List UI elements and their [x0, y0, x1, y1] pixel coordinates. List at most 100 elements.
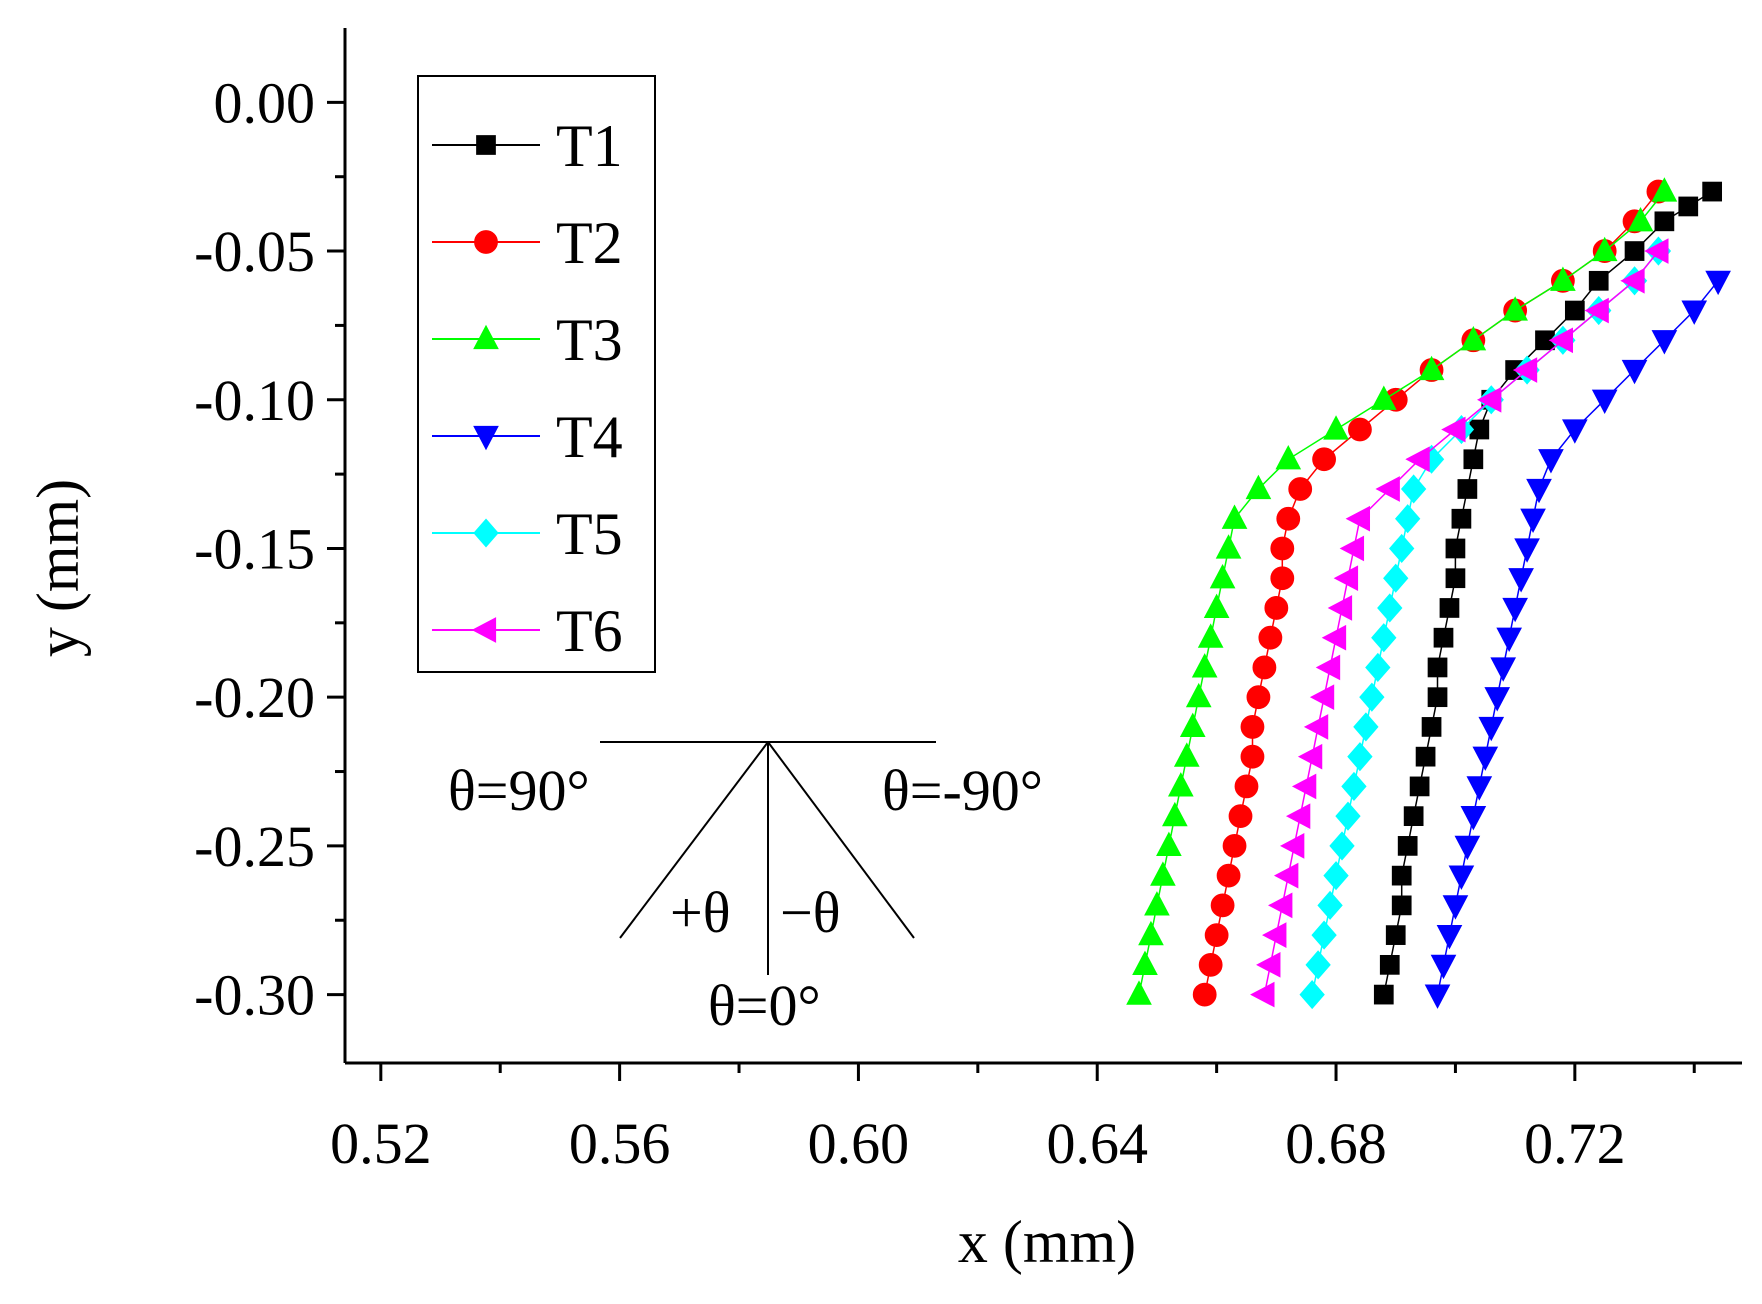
data-point-T5	[1353, 712, 1379, 742]
data-point-T6	[1512, 357, 1538, 383]
x-axis-title: x (mm)	[958, 1209, 1136, 1275]
data-point-T6	[1584, 297, 1609, 324]
data-point-T3	[1418, 355, 1445, 381]
data-point-T3	[1460, 326, 1487, 351]
data-point-T6	[1262, 922, 1287, 948]
data-point-T6	[1273, 862, 1299, 889]
data-point-T1	[1445, 538, 1466, 559]
data-point-T6	[1476, 386, 1502, 413]
data-point-T2	[1234, 774, 1259, 799]
data-point-T6	[1291, 773, 1317, 800]
data-point-T4	[1520, 508, 1546, 534]
data-point-T4	[1472, 746, 1499, 771]
data-point-T5	[1311, 920, 1337, 950]
series-line-T3	[1138, 191, 1665, 995]
data-point-T6	[1333, 565, 1359, 592]
data-point-T5	[1365, 652, 1391, 683]
data-point-T4	[1478, 716, 1505, 742]
y-tick-label: -0.15	[194, 516, 315, 581]
series-line-T4	[1436, 280, 1719, 995]
data-point-T3	[1502, 296, 1528, 321]
data-point-T3	[1167, 772, 1194, 797]
data-point-T2	[1270, 566, 1295, 591]
data-point-T6	[1620, 267, 1645, 294]
data-point-T1	[1427, 657, 1448, 678]
data-point-T2	[1288, 477, 1313, 501]
data-point-T2	[1258, 625, 1283, 650]
data-point-T4	[1442, 895, 1469, 920]
data-point-T4	[1514, 538, 1540, 563]
x-tick-label: 0.64	[1046, 1111, 1148, 1176]
series-T3	[1126, 177, 1678, 1005]
data-point-T5	[1359, 682, 1385, 712]
data-point-T6	[1309, 684, 1335, 711]
data-point-T1	[1463, 449, 1484, 470]
label-theta-neg90: θ=-90°	[882, 758, 1043, 823]
legend-label-T3: T3	[556, 307, 623, 373]
data-point-T3	[1591, 236, 1618, 262]
data-point-T3	[1156, 831, 1182, 856]
data-point-T3	[1651, 177, 1678, 202]
data-point-T1	[1702, 181, 1723, 202]
inset-left-line	[619, 741, 769, 939]
data-point-T2	[1270, 536, 1295, 561]
data-point-T6	[1405, 446, 1430, 473]
label-theta-zero: θ=0°	[708, 973, 821, 1038]
data-point-T2	[1348, 417, 1372, 442]
legend-marker-T1	[476, 135, 496, 155]
data-point-T6	[1279, 833, 1305, 859]
data-point-T3	[1185, 682, 1212, 708]
y-ticks: 0.00 -0.05 -0.10 -0.15 -0.20 -0.25 -0.30	[194, 70, 345, 1028]
data-point-T4	[1436, 925, 1463, 950]
y-tick-label: -0.25	[194, 814, 315, 879]
angle-inset-diagram: θ=90° θ=-90° +θ −θ θ=0°	[448, 741, 1043, 1038]
label-plus-theta: +θ	[670, 880, 731, 945]
data-point-T3	[1126, 980, 1152, 1005]
x-tick-label: 0.56	[569, 1111, 671, 1176]
data-point-T6	[1297, 743, 1323, 770]
data-point-T1	[1654, 211, 1675, 232]
data-point-T1	[1379, 954, 1400, 975]
legend-marker-T3	[473, 324, 499, 350]
y-axis-title: y (mm)	[25, 479, 91, 657]
data-point-T4	[1454, 835, 1481, 861]
label-theta-pos90: θ=90°	[448, 758, 590, 823]
data-point-T5	[1383, 563, 1409, 593]
y-tick-label: 0.00	[214, 70, 316, 135]
data-point-T6	[1268, 892, 1293, 919]
y-tick-label: -0.30	[194, 963, 315, 1028]
data-point-T5	[1329, 831, 1355, 861]
x-ticks: 0.52 0.56 0.60 0.64 0.68 0.72	[330, 1063, 1696, 1176]
data-point-T4	[1466, 776, 1493, 801]
x-tick-label: 0.72	[1524, 1111, 1626, 1176]
data-point-T3	[1173, 742, 1200, 767]
data-point-T4	[1526, 478, 1552, 504]
data-point-T5	[1347, 742, 1373, 772]
x-tick-label: 0.52	[330, 1111, 432, 1176]
data-point-T3	[1132, 950, 1158, 975]
data-point-T2	[1192, 982, 1217, 1007]
data-point-T2	[1204, 923, 1229, 948]
data-point-T6	[1327, 595, 1353, 621]
data-point-T1	[1397, 836, 1418, 856]
data-point-T6	[1644, 238, 1669, 264]
data-point-T1	[1433, 627, 1454, 648]
axes	[343, 28, 1742, 1065]
data-point-T3	[1215, 534, 1242, 559]
data-point-T4	[1484, 687, 1511, 712]
data-point-T2	[1210, 893, 1235, 918]
legend: T1 T2 T3 T4 T5 T6	[417, 75, 656, 673]
data-point-T5	[1395, 504, 1421, 534]
data-point-T2	[1240, 744, 1265, 769]
plot-series	[1126, 177, 1731, 1010]
data-point-T4	[1562, 419, 1588, 444]
data-point-T4	[1681, 300, 1708, 325]
data-point-T6	[1441, 416, 1466, 443]
data-point-T4	[1621, 359, 1648, 385]
data-point-T1	[1439, 598, 1460, 618]
data-point-T3	[1197, 623, 1224, 648]
data-point-T1	[1373, 984, 1394, 1005]
data-point-T3	[1191, 653, 1218, 678]
data-point-T5	[1389, 533, 1415, 564]
